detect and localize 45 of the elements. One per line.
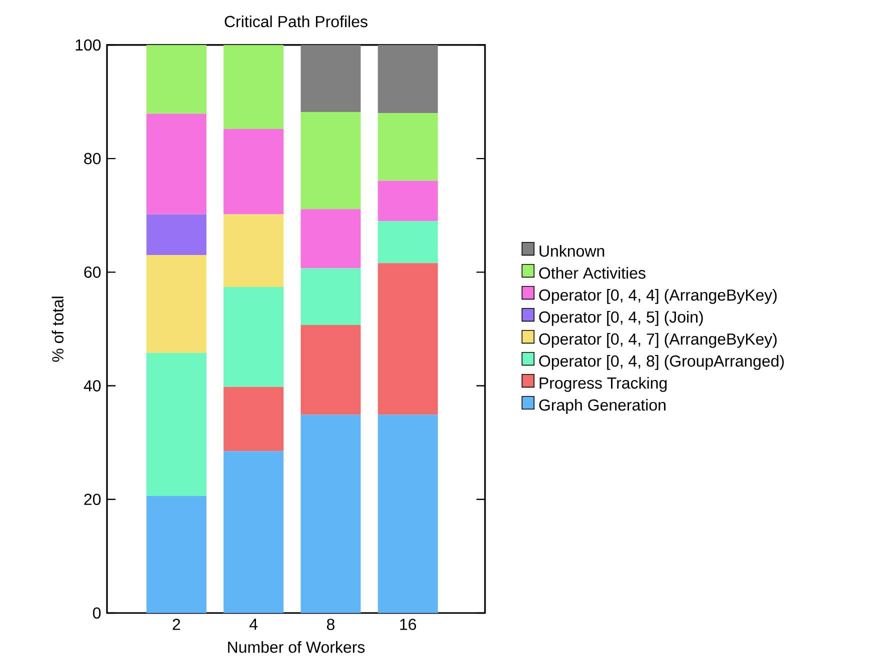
x-axis-title: Number of Workers [228,641,365,653]
bar [378,221,438,264]
bar [146,214,206,256]
bar [300,414,361,613]
bar [224,286,284,387]
y-tick-label: 20 [84,494,101,506]
x-tick-label: 16 [400,618,416,630]
bar [378,44,438,114]
y-tick-label: 100 [76,39,101,51]
bar [378,263,438,415]
legend-label: Other Activities [539,266,646,279]
y-tick-label: 80 [84,152,101,164]
bar [300,112,361,210]
bar [300,209,361,268]
legend-label: Unknown [540,244,604,257]
bar [224,214,284,287]
legend-label: Progress Tracking [540,376,667,392]
y-tick-label: 40 [84,380,101,392]
bar [146,255,206,353]
bar [300,325,361,415]
legend-label: Operator [0, 4, 4] (ArrangeByKey) [539,288,777,304]
bar [224,386,284,452]
bar [224,451,284,613]
bar [378,180,438,222]
bar [146,114,206,214]
legend-label: Operator [0, 4, 5] (Join) [539,310,703,326]
bar [224,129,284,214]
x-tick-label: 8 [326,618,334,630]
y-axis-title: % of total [52,296,64,362]
y-tick-label: 0 [92,607,101,619]
legend-label: Graph Generation [539,398,666,414]
bar [378,414,438,613]
bar [146,352,206,496]
bar [146,44,206,114]
bar [378,113,438,181]
bar [224,44,284,130]
legend-label: Operator [0, 4, 8] (GroupArranged) [539,354,784,370]
legend-label: Operator [0, 4, 7] (ArrangeByKey) [539,332,777,348]
bar [146,496,206,613]
chart-title: Critical Path Profiles [224,15,368,28]
x-tick-label: 4 [249,618,258,630]
y-tick-label: 60 [84,266,101,278]
bar [300,268,361,326]
bar [300,44,361,112]
x-tick-label: 2 [172,618,180,630]
